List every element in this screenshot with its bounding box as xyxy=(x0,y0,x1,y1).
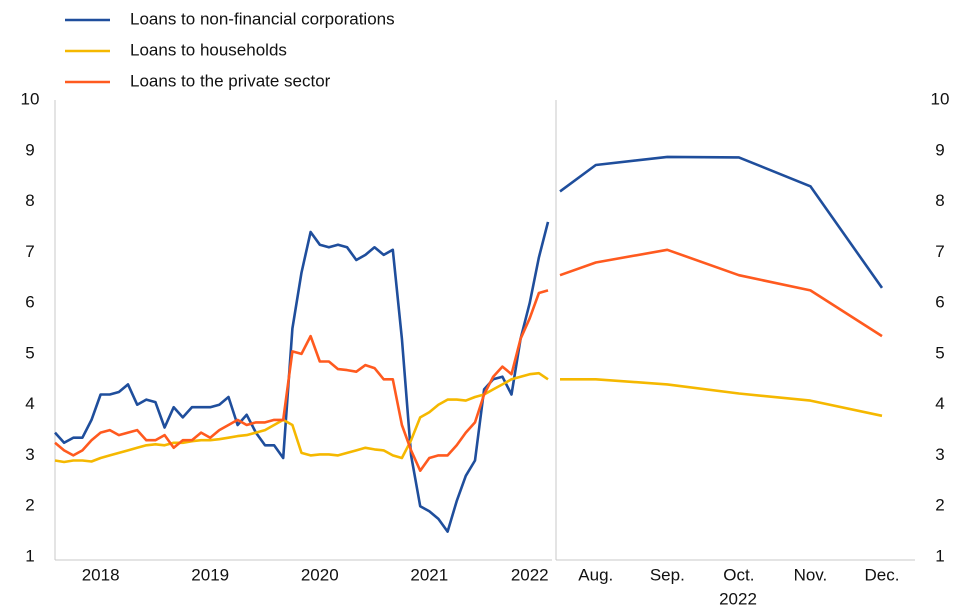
y-tick-label: 5 xyxy=(935,343,944,362)
y-tick-label: 6 xyxy=(935,293,944,312)
x-tick-label: Sep. xyxy=(650,565,685,584)
y-tick-label: 3 xyxy=(25,445,34,464)
y-tick-label: 7 xyxy=(935,242,944,261)
x-axis-label: 2022 xyxy=(719,589,757,608)
y-tick-label: 1 xyxy=(935,546,944,565)
legend-label: Loans to households xyxy=(130,40,287,59)
legend-label: Loans to the private sector xyxy=(130,71,331,90)
y-tick-label: 4 xyxy=(25,394,34,413)
y-tick-label: 2 xyxy=(25,496,34,515)
x-tick-label: 2018 xyxy=(82,565,120,584)
x-tick-label: 2021 xyxy=(410,565,448,584)
x-tick-label: Nov. xyxy=(794,565,828,584)
y-tick-label: 4 xyxy=(935,394,944,413)
y-tick-label: 9 xyxy=(935,140,944,159)
x-tick-label: Dec. xyxy=(865,565,900,584)
series-line xyxy=(559,248,883,338)
legend-label: Loans to non-financial corporations xyxy=(130,9,395,28)
y-tick-label: 1 xyxy=(25,546,34,565)
x-tick-label: Oct. xyxy=(723,565,754,584)
y-tick-label: 2 xyxy=(935,496,944,515)
series-line xyxy=(560,378,883,418)
series-line xyxy=(559,155,884,289)
x-tick-label: 2020 xyxy=(301,565,339,584)
y-tick-label: 7 xyxy=(25,242,34,261)
y-tick-label: 9 xyxy=(25,140,34,159)
series-line xyxy=(54,221,550,533)
y-tick-label: 10 xyxy=(21,89,40,108)
y-tick-label: 8 xyxy=(935,191,944,210)
series-line xyxy=(54,289,549,472)
y-tick-label: 10 xyxy=(931,89,950,108)
series-line xyxy=(54,371,549,464)
y-tick-label: 6 xyxy=(25,293,34,312)
x-tick-label: Aug. xyxy=(578,565,613,584)
x-tick-label: 2019 xyxy=(191,565,229,584)
y-tick-label: 5 xyxy=(25,343,34,362)
y-tick-label: 3 xyxy=(935,445,944,464)
x-tick-label: 2022 xyxy=(511,565,549,584)
y-tick-label: 8 xyxy=(25,191,34,210)
